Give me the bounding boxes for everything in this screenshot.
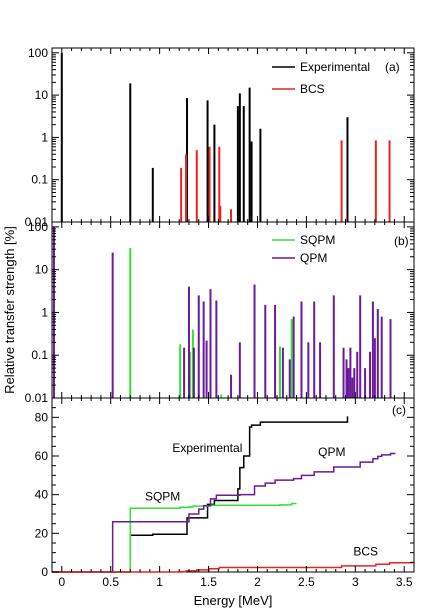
y-tick-label: 1 xyxy=(41,130,48,144)
x-tick-label: 2 xyxy=(254,575,261,589)
panel-a-frame xyxy=(51,47,415,223)
panel-b-bars xyxy=(52,226,392,398)
legend-label-experimental: Experimental xyxy=(300,60,370,74)
legend-label-qpm: QPM xyxy=(300,251,327,265)
line-bcs xyxy=(52,561,414,573)
panel-a-bars xyxy=(60,52,391,222)
y-tick-label: 40 xyxy=(35,488,49,502)
y-tick-label: 0 xyxy=(41,565,48,579)
y-tick-label: 1 xyxy=(41,305,48,319)
x-tick-label: 1.5 xyxy=(200,575,217,589)
panel-c-annotations: Experimental QPM SQPM BCS xyxy=(145,441,378,558)
panel-b-ticks: 0.01 0.1 1 10 100 xyxy=(25,220,415,405)
x-axis-title: Energy [MeV] xyxy=(194,593,273,608)
legend-a: Experimental BCS xyxy=(272,60,370,96)
legend-b: SQPM QPM xyxy=(272,233,335,265)
line-qpm xyxy=(52,452,396,573)
x-tick-label: 1 xyxy=(156,575,163,589)
x-tick-label: 0.5 xyxy=(102,575,119,589)
panel-b: 0.01 0.1 1 10 100 SQPM QPM (b) xyxy=(25,220,415,405)
y-tick-label: 0.1 xyxy=(31,173,48,187)
annotation-experimental: Experimental xyxy=(172,441,242,455)
legend-label-bcs: BCS xyxy=(300,82,325,96)
y-tick-label: 100 xyxy=(28,46,48,60)
x-tick-label: 3.5 xyxy=(396,575,413,589)
panel-a: 0.01 0.1 1 10 100 Experimental BCS (a) xyxy=(25,46,415,229)
y-tick-label: 100 xyxy=(28,220,48,234)
panel-b-label: (b) xyxy=(394,234,409,248)
panel-c-label: (c) xyxy=(392,403,406,417)
y-axis-title: Relative transfer strength [%] xyxy=(2,226,17,394)
panel-c-ticks: 0 20 40 60 80 0 0.5 1 1.5 2 2.5 3 3.5 xyxy=(35,398,415,589)
x-tick-label: 0 xyxy=(58,575,65,589)
legend-label-sqpm: SQPM xyxy=(300,233,335,247)
y-tick-label: 60 xyxy=(35,449,49,463)
y-tick-label: 20 xyxy=(35,526,49,540)
y-tick-label: 0.01 xyxy=(25,215,49,229)
y-tick-label: 0.01 xyxy=(25,391,49,405)
annotation-qpm: QPM xyxy=(318,445,345,459)
y-tick-label: 80 xyxy=(35,410,49,424)
panel-a-label: (a) xyxy=(385,60,400,74)
line-experimental xyxy=(52,416,349,573)
panel-c-lines xyxy=(52,416,414,573)
y-tick-label: 10 xyxy=(35,263,49,277)
annotation-sqpm: SQPM xyxy=(145,489,180,503)
y-tick-label: 0.1 xyxy=(31,348,48,362)
x-tick-label: 2.5 xyxy=(298,575,315,589)
y-tick-label: 10 xyxy=(35,88,49,102)
annotation-bcs: BCS xyxy=(353,545,378,559)
panel-a-ticks: 0.01 0.1 1 10 100 xyxy=(25,46,415,229)
line-sqpm xyxy=(52,502,297,573)
x-tick-label: 3 xyxy=(352,575,359,589)
panel-c: 0 20 40 60 80 0 0.5 1 1.5 2 2.5 3 3.5 Experimental QP… xyxy=(35,397,415,589)
